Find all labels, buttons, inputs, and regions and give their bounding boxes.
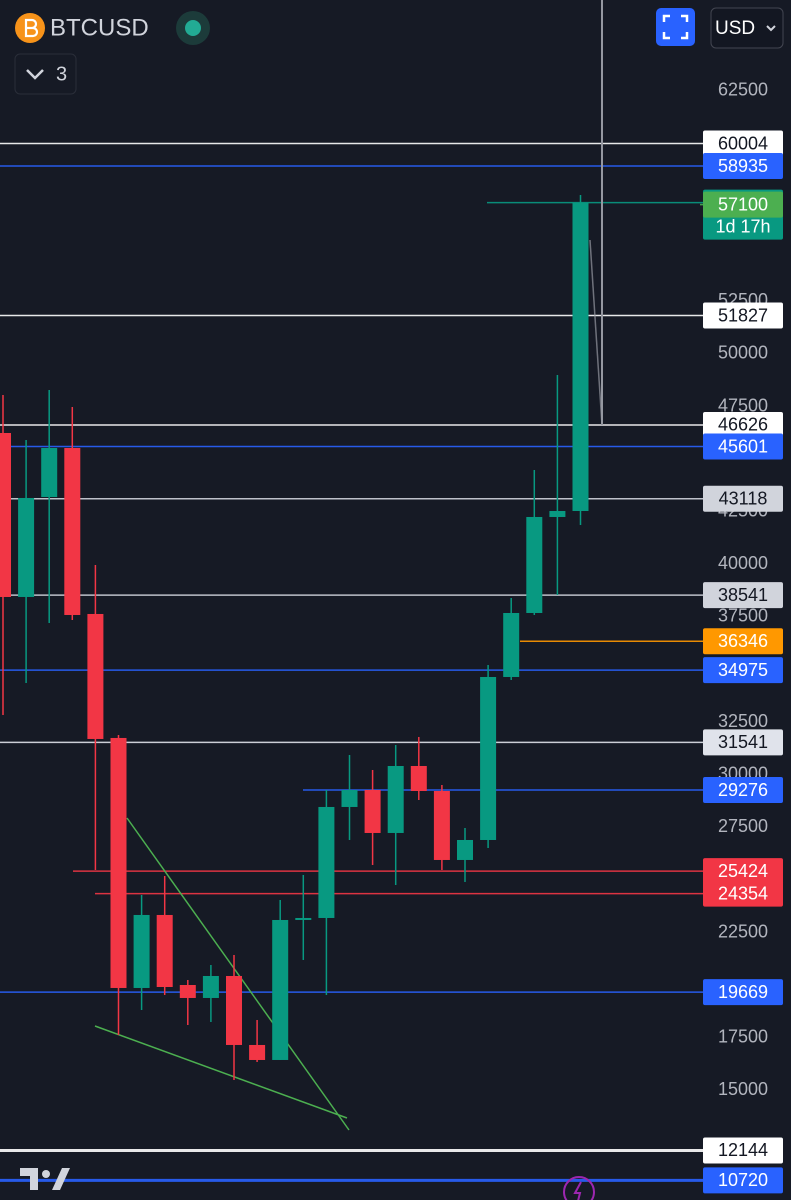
candle-body bbox=[457, 839, 473, 860]
price-label-box bbox=[703, 1167, 783, 1194]
price-label-box bbox=[703, 729, 783, 756]
price-label: 19669 bbox=[718, 982, 768, 1002]
fullscreen-button[interactable] bbox=[656, 8, 695, 46]
price-label-box bbox=[703, 657, 783, 684]
price-label: 31541 bbox=[718, 732, 768, 752]
price-label: 29276 bbox=[718, 780, 768, 800]
price-label: 57100 bbox=[718, 194, 768, 214]
y-tick-label: 47500 bbox=[718, 395, 768, 415]
candle-body bbox=[202, 975, 219, 998]
candle-body bbox=[18, 497, 35, 597]
y-tick-label: 50000 bbox=[718, 343, 768, 363]
price-label-box bbox=[703, 777, 783, 804]
candle-body bbox=[249, 1044, 266, 1060]
y-tick-label: 15000 bbox=[718, 1079, 768, 1099]
candle-body bbox=[318, 806, 335, 918]
price-label: 43118 bbox=[719, 489, 768, 509]
candle-body bbox=[341, 789, 358, 807]
price-label: 36346 bbox=[718, 631, 768, 651]
trend-line bbox=[94, 1025, 348, 1119]
y-tick-label: 32500 bbox=[718, 711, 768, 731]
price-label-box bbox=[703, 130, 783, 157]
candle-body bbox=[526, 516, 543, 613]
fullscreen-icon bbox=[662, 14, 689, 40]
price-label-box bbox=[703, 582, 783, 609]
candle-body bbox=[549, 510, 566, 517]
candles bbox=[0, 194, 589, 1080]
candle-body bbox=[295, 917, 312, 920]
candle-body bbox=[179, 984, 196, 998]
candle-body bbox=[364, 789, 381, 833]
countdown: 1d 17h bbox=[715, 216, 770, 236]
price-label-box bbox=[703, 979, 783, 1006]
price-labels: 6000458935571931d 17h5710051827466264560… bbox=[703, 130, 783, 1194]
price-label-box bbox=[703, 858, 783, 885]
price-label-box bbox=[703, 628, 783, 655]
candle-body bbox=[64, 447, 81, 615]
y-tick-label: 37500 bbox=[718, 606, 768, 626]
symbol[interactable]: BTCUSD bbox=[50, 14, 149, 41]
interval-count: 3 bbox=[56, 63, 67, 85]
price-label: 60004 bbox=[718, 133, 768, 153]
price-label-box bbox=[703, 153, 783, 180]
candle-body bbox=[226, 975, 242, 1045]
price-label: 38541 bbox=[718, 585, 768, 605]
y-tick-label: 27500 bbox=[718, 816, 768, 836]
price-label: 58935 bbox=[718, 156, 768, 176]
price-label-box bbox=[703, 1137, 783, 1164]
candle-body bbox=[156, 914, 173, 987]
candle-body bbox=[480, 676, 497, 840]
price-label: 25424 bbox=[718, 861, 768, 881]
price-label-box bbox=[703, 433, 783, 460]
currency-button[interactable] bbox=[710, 7, 784, 49]
currency: USD bbox=[715, 18, 755, 39]
interval-button[interactable] bbox=[14, 53, 77, 95]
candle-body bbox=[433, 790, 450, 860]
price-label: 46626 bbox=[718, 415, 768, 435]
y-tick-label: 40000 bbox=[718, 553, 768, 573]
y-tick-label: 62500 bbox=[718, 80, 768, 100]
logo-dot bbox=[42, 1170, 50, 1178]
price-label: 51827 bbox=[718, 305, 768, 325]
candle-body bbox=[272, 919, 289, 1060]
coin-glyph bbox=[24, 18, 39, 38]
y-tick-label: 22500 bbox=[718, 921, 768, 941]
trend-line bbox=[126, 817, 350, 1131]
price-label: 10720 bbox=[718, 1170, 768, 1190]
candle-body bbox=[387, 765, 404, 833]
candle-body bbox=[133, 914, 150, 988]
candle-body bbox=[41, 447, 58, 498]
price-label-box bbox=[703, 411, 783, 438]
candle-body bbox=[503, 612, 520, 677]
candle-body bbox=[0, 432, 11, 597]
chevron bbox=[26, 69, 44, 80]
flash-icon bbox=[573, 1181, 582, 1200]
price-label-box bbox=[703, 302, 783, 329]
candle-body bbox=[87, 613, 104, 739]
y-tick-label: 17500 bbox=[718, 1027, 768, 1047]
price-label: 12144 bbox=[718, 1140, 768, 1160]
chevron bbox=[766, 25, 776, 32]
price-label: 45601 bbox=[718, 436, 768, 456]
candle-body bbox=[572, 202, 589, 511]
candle-body bbox=[110, 737, 127, 988]
price-label-box bbox=[703, 485, 783, 512]
candle-body bbox=[410, 765, 427, 791]
status-dot bbox=[185, 20, 201, 36]
price-label: 34975 bbox=[718, 660, 768, 680]
flash-button[interactable] bbox=[563, 1176, 595, 1200]
price-label-box bbox=[703, 191, 783, 218]
price-label: 24354 bbox=[718, 883, 768, 903]
price-label-box bbox=[703, 880, 783, 907]
logo[interactable] bbox=[20, 1168, 70, 1190]
drawing-line bbox=[589, 239, 603, 426]
